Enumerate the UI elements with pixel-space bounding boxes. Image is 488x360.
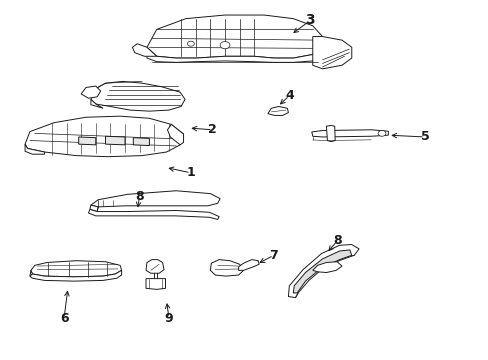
Polygon shape <box>312 37 351 69</box>
Polygon shape <box>90 205 98 212</box>
Polygon shape <box>25 116 183 157</box>
Polygon shape <box>91 81 184 111</box>
Polygon shape <box>31 261 122 277</box>
Polygon shape <box>210 260 243 276</box>
Polygon shape <box>147 47 322 62</box>
Polygon shape <box>146 279 165 289</box>
Polygon shape <box>91 191 220 207</box>
Polygon shape <box>267 107 288 116</box>
Text: 8: 8 <box>332 234 341 247</box>
Polygon shape <box>133 138 149 145</box>
Polygon shape <box>79 137 96 145</box>
Polygon shape <box>25 144 44 154</box>
Polygon shape <box>132 44 157 56</box>
Circle shape <box>187 41 194 46</box>
Polygon shape <box>105 136 125 145</box>
Polygon shape <box>88 210 219 220</box>
Text: 2: 2 <box>208 123 217 136</box>
Polygon shape <box>30 270 32 278</box>
Text: 9: 9 <box>164 311 173 325</box>
Text: 6: 6 <box>60 311 68 325</box>
Polygon shape <box>167 125 183 145</box>
Text: 4: 4 <box>285 89 293 102</box>
Circle shape <box>220 41 229 49</box>
Polygon shape <box>312 262 341 273</box>
Text: 3: 3 <box>305 13 314 27</box>
Circle shape <box>377 131 385 136</box>
Polygon shape <box>288 244 358 298</box>
Polygon shape <box>30 270 122 281</box>
Polygon shape <box>238 260 259 270</box>
Polygon shape <box>91 99 103 108</box>
Polygon shape <box>311 130 387 137</box>
Text: 7: 7 <box>269 249 278 262</box>
Polygon shape <box>293 250 351 293</box>
Text: 1: 1 <box>186 166 195 179</box>
Text: 5: 5 <box>420 130 428 144</box>
Polygon shape <box>146 260 163 273</box>
Text: 8: 8 <box>135 190 143 203</box>
Polygon shape <box>147 15 322 58</box>
Polygon shape <box>81 86 101 98</box>
Polygon shape <box>326 126 334 141</box>
